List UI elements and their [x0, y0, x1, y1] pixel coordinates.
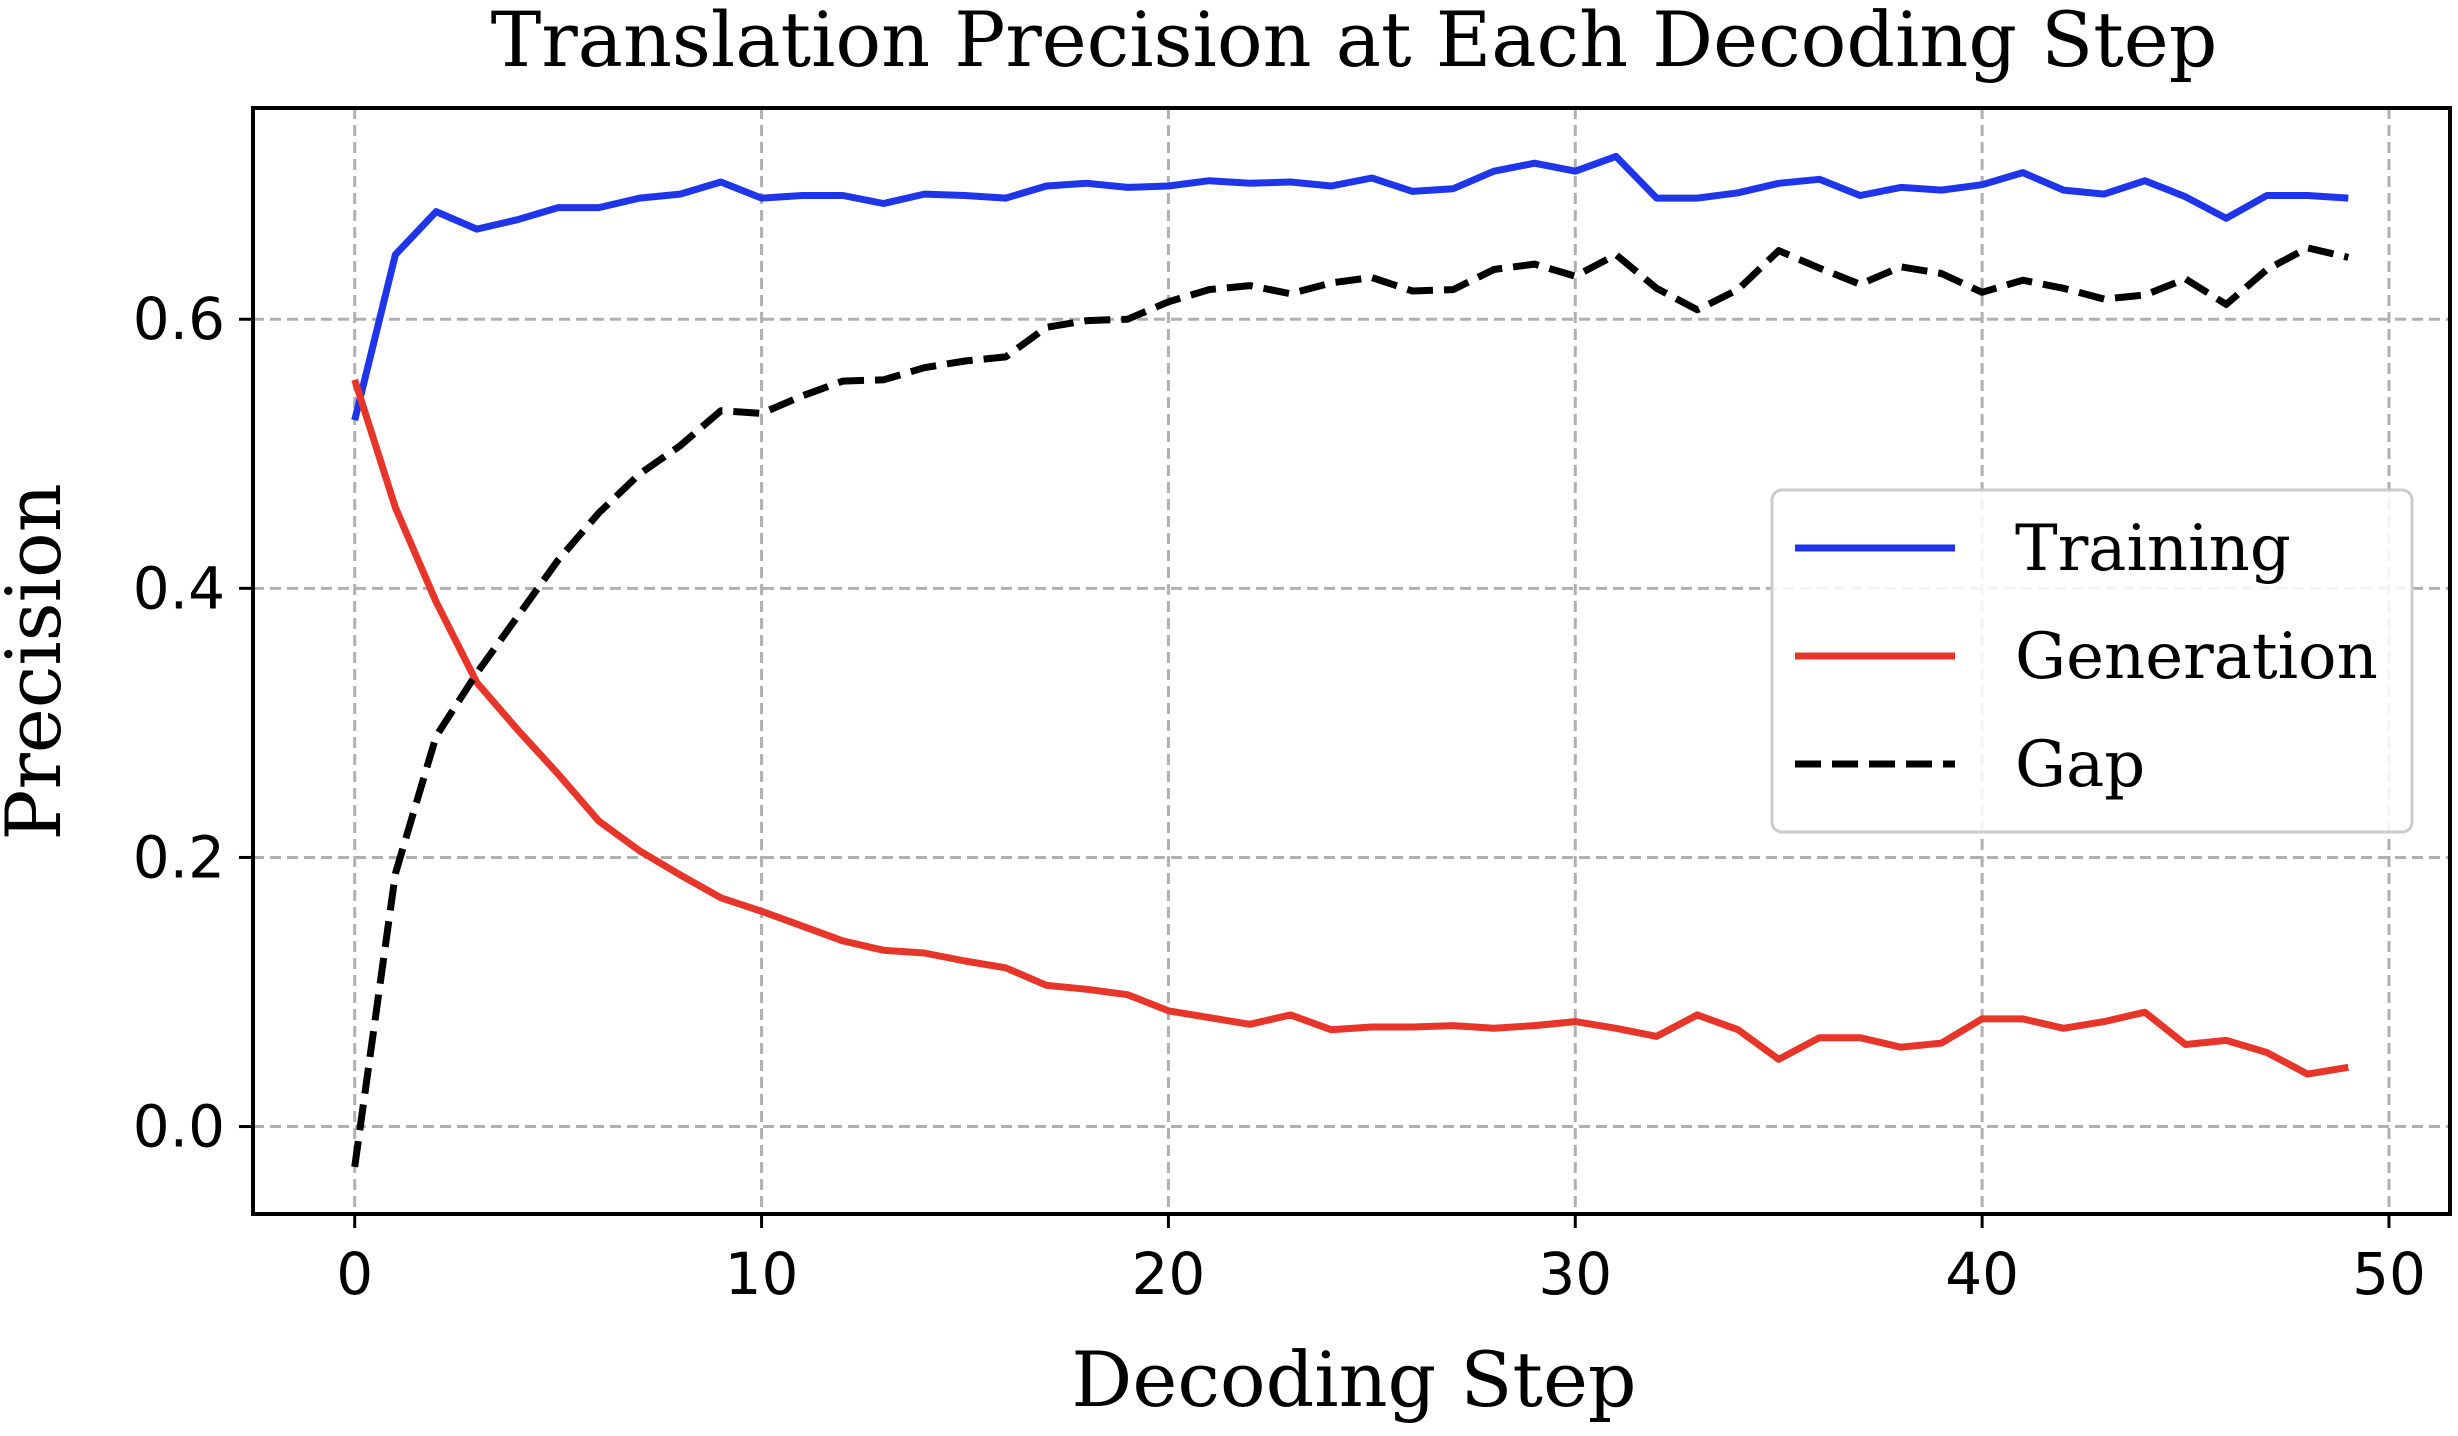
x-tick-label: 40 — [1945, 1240, 2019, 1308]
x-tick-label: 50 — [2352, 1240, 2426, 1308]
axis-ticks: 0 10 20 30 40 50 0.0 0.2 0.4 0.6 — [133, 285, 2426, 1308]
legend-label-gap: Gap — [2015, 728, 2145, 802]
y-axis-label: Precision — [0, 483, 78, 840]
legend-label-generation: Generation — [2015, 620, 2378, 694]
legend-label-training: Training — [2015, 512, 2291, 586]
series-line-generation — [351, 378, 2349, 1078]
chart-title: Translation Precision at Each Decoding S… — [491, 0, 2218, 84]
y-tick-label: 0.4 — [133, 554, 225, 622]
y-tick-label: 0.6 — [133, 285, 225, 353]
x-tick-label: 20 — [1132, 1240, 1206, 1308]
series-line-training — [351, 152, 2349, 422]
x-axis-label: Decoding Step — [1071, 1335, 1636, 1424]
legend: Training Generation Gap — [1770, 488, 2414, 834]
grid — [253, 108, 2450, 1214]
y-tick-label: 0.2 — [133, 823, 225, 891]
legend-box — [1770, 488, 2414, 834]
x-tick-label: 10 — [725, 1240, 799, 1308]
y-tick-label: 0.0 — [133, 1093, 225, 1161]
plot-frame — [251, 106, 2452, 1216]
series-layer — [351, 152, 2350, 1168]
x-tick-label: 0 — [336, 1240, 373, 1308]
series-line-gap — [351, 244, 2350, 1168]
x-tick-label: 30 — [1538, 1240, 1612, 1308]
